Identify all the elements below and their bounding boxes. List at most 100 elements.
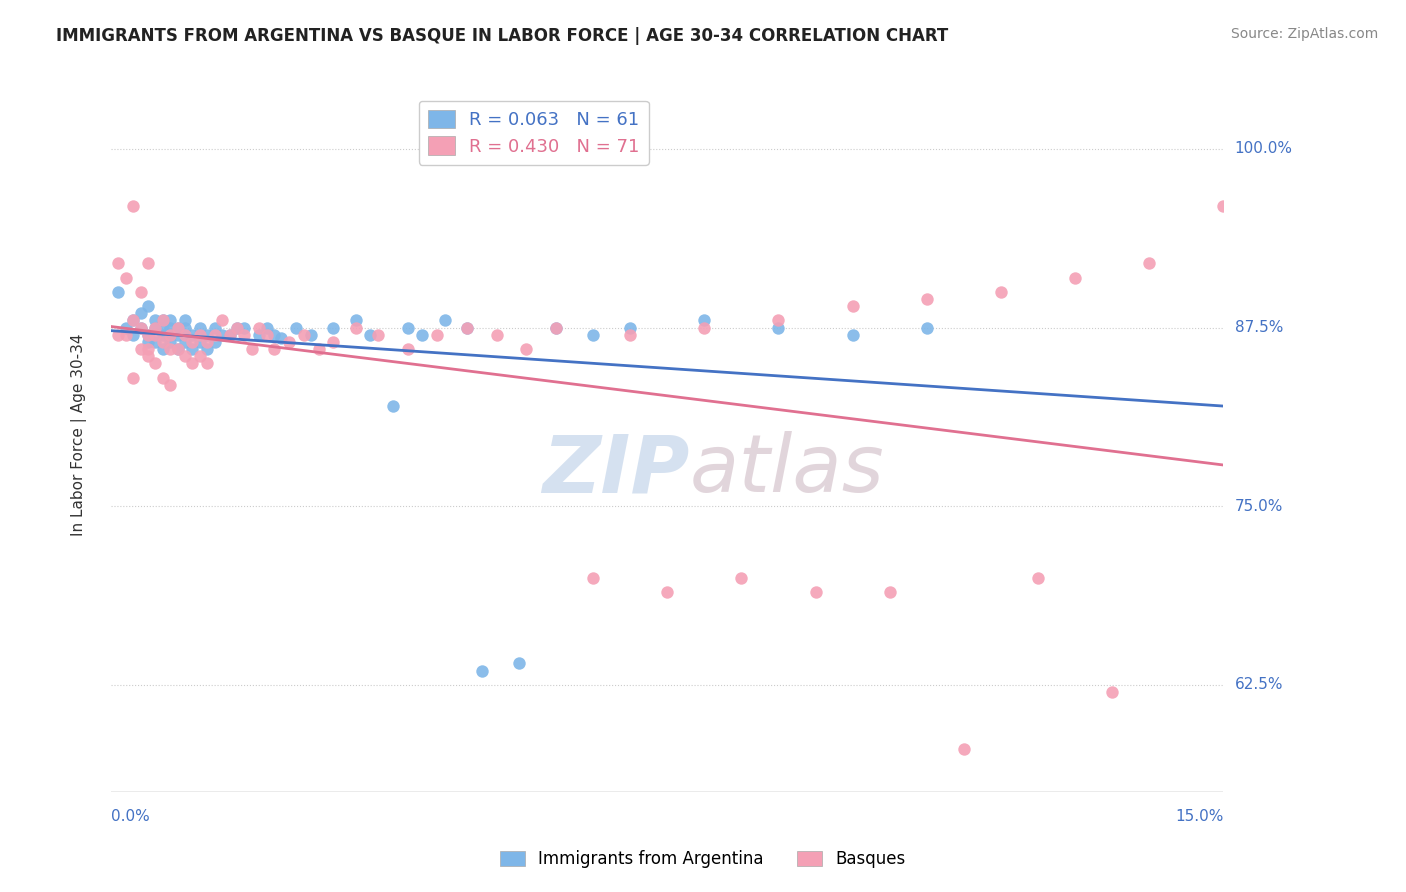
Point [247, 320, 270, 334]
Point [344, 320, 367, 334]
Text: 75.0%: 75.0% [1234, 499, 1282, 514]
Point [159, 320, 181, 334]
Point [166, 320, 188, 334]
Point [1064, 270, 1087, 285]
Point [181, 327, 204, 342]
Point [152, 370, 174, 384]
Point [953, 742, 976, 756]
Point [181, 356, 204, 370]
Point [129, 306, 152, 320]
Point [582, 327, 605, 342]
Legend: R = 0.063   N = 61, R = 0.430   N = 71: R = 0.063 N = 61, R = 0.430 N = 71 [419, 101, 648, 165]
Point [841, 327, 863, 342]
Point [159, 334, 181, 349]
Point [143, 320, 166, 334]
Legend: Immigrants from Argentina, Basques: Immigrants from Argentina, Basques [494, 844, 912, 875]
Point [485, 327, 508, 342]
Point [299, 327, 322, 342]
Point [256, 320, 278, 334]
Point [218, 327, 240, 342]
Point [159, 342, 181, 356]
Point [841, 299, 863, 313]
Text: 100.0%: 100.0% [1234, 142, 1292, 156]
Point [367, 327, 389, 342]
Point [181, 334, 204, 349]
Point [107, 285, 129, 299]
Point [915, 292, 938, 306]
Point [233, 327, 256, 342]
Point [240, 342, 263, 356]
Point [136, 334, 159, 349]
Point [693, 313, 716, 327]
Text: 15.0%: 15.0% [1175, 809, 1223, 824]
Point [195, 342, 218, 356]
Point [114, 320, 136, 334]
Point [344, 313, 367, 327]
Point [804, 585, 827, 599]
Point [1212, 199, 1234, 213]
Point [114, 270, 136, 285]
Point [619, 327, 641, 342]
Point [159, 377, 181, 392]
Point [515, 342, 537, 356]
Point [129, 320, 152, 334]
Point [136, 327, 159, 342]
Point [292, 327, 315, 342]
Point [204, 327, 226, 342]
Text: 0.0%: 0.0% [111, 809, 149, 824]
Point [768, 313, 790, 327]
Point [152, 334, 174, 349]
Point [166, 327, 188, 342]
Point [322, 334, 344, 349]
Point [211, 313, 233, 327]
Point [359, 327, 381, 342]
Text: IMMIGRANTS FROM ARGENTINA VS BASQUE IN LABOR FORCE | AGE 30-34 CORRELATION CHART: IMMIGRANTS FROM ARGENTINA VS BASQUE IN L… [56, 27, 949, 45]
Point [204, 320, 226, 334]
Point [122, 327, 145, 342]
Point [277, 334, 299, 349]
Point [582, 571, 605, 585]
Point [143, 320, 166, 334]
Point [188, 320, 211, 334]
Point [152, 327, 174, 342]
Point [195, 356, 218, 370]
Point [143, 327, 166, 342]
Point [270, 330, 292, 344]
Point [1101, 685, 1123, 699]
Point [990, 285, 1012, 299]
Point [174, 327, 197, 342]
Point [122, 313, 145, 327]
Point [381, 399, 404, 413]
Y-axis label: In Labor Force | Age 30-34: In Labor Force | Age 30-34 [72, 334, 87, 536]
Point [308, 342, 330, 356]
Point [322, 320, 344, 334]
Point [1137, 256, 1160, 270]
Point [188, 349, 211, 363]
Point [730, 571, 752, 585]
Point [211, 327, 233, 342]
Point [159, 313, 181, 327]
Point [166, 342, 188, 356]
Point [174, 313, 197, 327]
Point [508, 657, 530, 671]
Point [152, 313, 174, 327]
Point [152, 320, 174, 334]
Point [693, 320, 716, 334]
Point [174, 349, 197, 363]
Point [159, 327, 181, 342]
Point [396, 342, 419, 356]
Point [544, 320, 567, 334]
Point [188, 334, 211, 349]
Point [657, 585, 679, 599]
Point [195, 327, 218, 342]
Point [166, 342, 188, 356]
Text: Source: ZipAtlas.com: Source: ZipAtlas.com [1230, 27, 1378, 41]
Point [285, 320, 308, 334]
Point [122, 313, 145, 327]
Point [159, 327, 181, 342]
Point [174, 334, 197, 349]
Point [136, 327, 159, 342]
Text: ZIP: ZIP [543, 432, 689, 509]
Point [136, 256, 159, 270]
Point [879, 585, 901, 599]
